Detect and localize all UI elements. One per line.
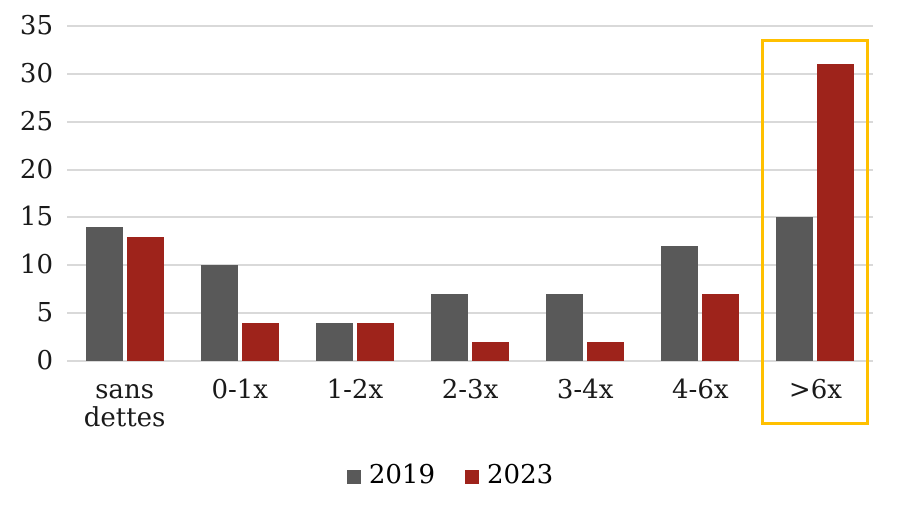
legend-swatch-2023	[465, 469, 479, 484]
bar-2019	[85, 227, 123, 361]
bar-2023	[126, 236, 164, 361]
x-axis-category-label: 1-2x	[326, 375, 384, 405]
bar-2019	[546, 294, 584, 361]
y-axis-tick-label: 30	[19, 58, 53, 89]
highlight-box	[760, 39, 869, 425]
grid-line	[67, 120, 873, 123]
x-axis-category-label: 4-6x	[672, 375, 729, 405]
bar-2023	[241, 322, 279, 361]
bar-2019	[431, 294, 468, 361]
bar-2023	[356, 322, 394, 361]
legend-swatch-2019	[346, 469, 361, 484]
grid-line	[67, 360, 873, 362]
x-axis-category-label: 3-4x	[556, 375, 614, 405]
y-axis-tick-label: 5	[36, 298, 53, 329]
x-axis-category-label: >6x	[788, 375, 842, 405]
x-axis-category-label: 2-3x	[441, 375, 499, 405]
bar-2023	[702, 294, 740, 361]
grid-line	[67, 72, 873, 75]
legend-item-2019: 2019	[346, 460, 435, 490]
bar-2019	[200, 265, 238, 361]
legend: 2019 2023	[0, 460, 900, 490]
bar-2019	[315, 322, 353, 361]
grid-line	[67, 216, 873, 219]
bar-2019	[776, 217, 814, 361]
x-axis-category-label: 0-1x	[211, 375, 268, 405]
x-axis-category-label: sans dettes	[83, 375, 166, 433]
legend-item-2023: 2023	[465, 460, 553, 490]
y-axis-tick-label: 0	[36, 346, 53, 376]
grid-line	[67, 168, 873, 171]
legend-label-2023: 2023	[487, 460, 554, 490]
y-axis-tick-label: 25	[19, 106, 53, 137]
bar-2019	[661, 246, 699, 361]
grid-line	[67, 264, 873, 267]
y-axis-tick-label: 20	[19, 154, 53, 185]
legend-label-2019: 2019	[368, 460, 435, 490]
grid-line	[67, 25, 873, 27]
y-axis-tick-label: 15	[19, 202, 53, 233]
y-axis-tick-label: 35	[19, 11, 53, 41]
y-axis-tick-label: 10	[19, 250, 53, 281]
bar-2023	[472, 341, 509, 361]
grid-line	[67, 312, 873, 315]
bar-2023	[817, 64, 855, 361]
bar-2023	[587, 341, 625, 361]
